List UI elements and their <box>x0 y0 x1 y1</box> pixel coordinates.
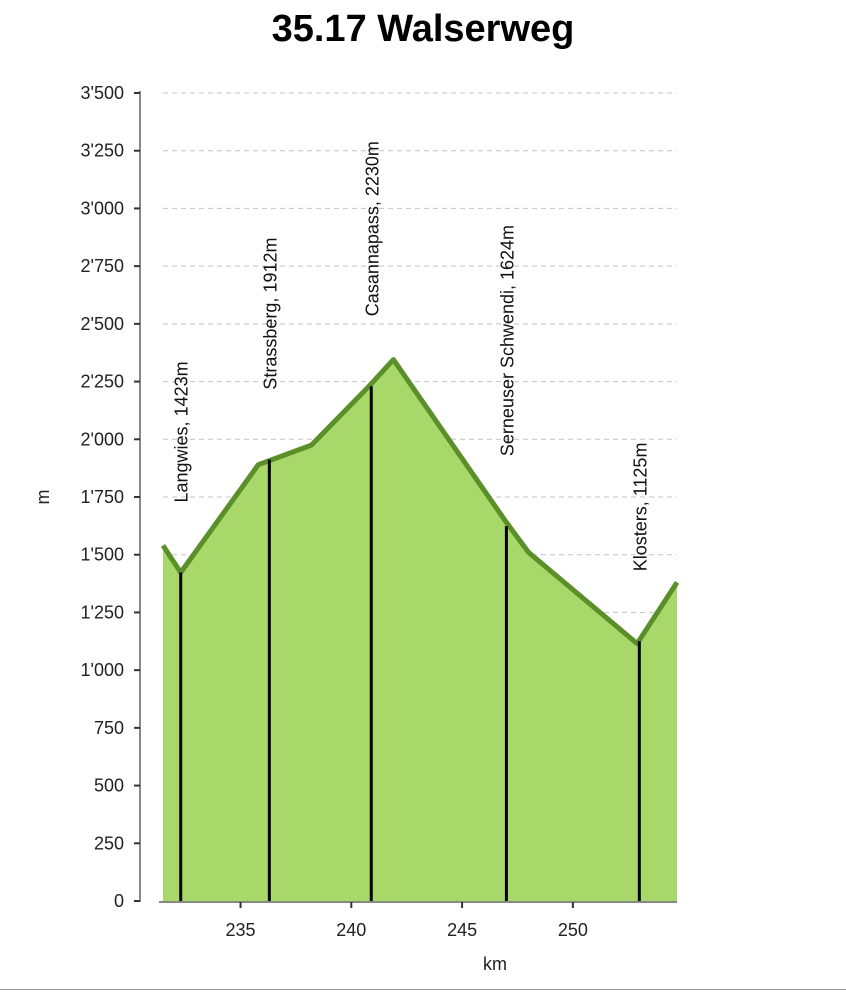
y-tick-label-7: 1'750 <box>81 487 124 507</box>
chart-title: 35.17 Walserweg <box>271 8 575 50</box>
axes: 0 250 500 750 1'000 1'250 1'500 1'750 2'000 2'250… <box>81 83 677 940</box>
waypoint-label-3: Serneuser Schwendi, 1624m <box>497 225 517 456</box>
waypoint-label-2: Casannapass, 2230m <box>362 141 382 316</box>
waypoint-label-4: Klosters, 1125m <box>630 443 650 572</box>
waypoint-label-1: Strassberg, 1912m <box>260 238 280 390</box>
elevation-area <box>163 359 677 902</box>
y-axis-label: m <box>33 490 53 505</box>
x-tick-label-1: 240 <box>336 920 366 940</box>
elevation-line <box>160 357 680 647</box>
waypoint-label-0: Langwies, 1423m <box>172 361 192 502</box>
x-axis-label: km <box>483 954 507 974</box>
y-tick-label-9: 2'250 <box>81 372 124 392</box>
y-tick-label-10: 2'500 <box>81 314 124 334</box>
y-tick-label-2: 500 <box>94 776 124 796</box>
y-tick-label-5: 1'250 <box>81 602 124 622</box>
x-tick-label-0: 235 <box>226 920 256 940</box>
y-tick-label-13: 3'250 <box>81 141 124 161</box>
y-tick-label-12: 3'000 <box>81 198 124 218</box>
y-tick-label-6: 1'500 <box>81 545 124 565</box>
y-tick-label-1: 250 <box>94 833 124 853</box>
x-tick-label-3: 250 <box>558 920 588 940</box>
bottom-divider <box>0 989 846 990</box>
y-tick-label-4: 1'000 <box>81 660 124 680</box>
y-tick-label-0: 0 <box>114 891 124 911</box>
x-tick-label-2: 245 <box>447 920 477 940</box>
y-tick-label-3: 750 <box>94 718 124 738</box>
y-tick-label-14: 3'500 <box>81 83 124 103</box>
y-tick-label-8: 2'000 <box>81 429 124 449</box>
waypoint-markers: Langwies, 1423m Strassberg, 1912m Casannap… <box>172 141 650 901</box>
y-tick-label-11: 2'750 <box>81 256 124 276</box>
